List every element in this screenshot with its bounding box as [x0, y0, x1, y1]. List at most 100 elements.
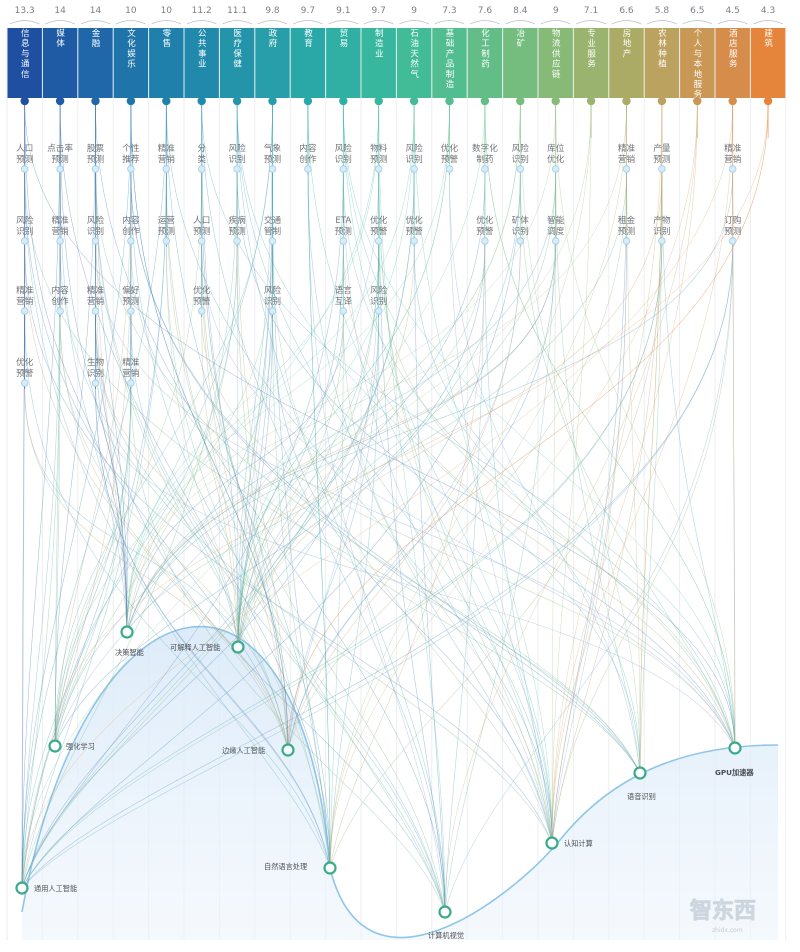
connection-link: [54, 244, 238, 747]
technology-node: [728, 741, 742, 755]
score-brace: [186, 20, 217, 25]
score-brace: [222, 20, 252, 25]
industry-node: [763, 96, 773, 106]
technology: 通用人工智能: [15, 881, 77, 895]
industry-column: 14 媒体: [42, 6, 78, 106]
use-case-node: [162, 237, 170, 245]
curve-fill: [22, 626, 778, 940]
use-case-label: 租金: [618, 214, 636, 226]
industry-column: 4.3 建筑: [750, 6, 786, 106]
industry-score: 4.3: [761, 6, 775, 16]
connection-link: [237, 172, 486, 648]
use-case-label: 物料: [370, 142, 388, 154]
technology-node: [438, 905, 452, 919]
connection-link: [95, 172, 641, 774]
connection-link: [130, 314, 239, 648]
connection-link: [444, 172, 556, 913]
industry-column: 13.3 信息与通信: [7, 6, 42, 106]
connection-link: [126, 244, 556, 633]
use-case-node: [233, 237, 241, 245]
connection-link: [329, 244, 663, 869]
watermark-text: 智东西: [690, 898, 756, 924]
connection-link: [237, 103, 450, 648]
connection-link: [413, 103, 553, 844]
connection-link: [343, 172, 736, 749]
connection-link: [329, 103, 592, 869]
connection-link: [21, 244, 61, 889]
connection-link: [166, 172, 239, 648]
use-case-label: 疾病: [228, 214, 246, 226]
use-case-label: 预测: [158, 226, 175, 237]
use-case-label: 营销: [51, 225, 69, 237]
use-case-label: 预测: [193, 226, 210, 237]
connection-link: [287, 172, 627, 751]
use-case-label: 语言: [335, 284, 353, 296]
connection-link: [126, 244, 486, 633]
connection-link: [59, 314, 289, 751]
use-case-node: [197, 165, 206, 173]
connection-link: [237, 103, 450, 648]
use-case-label: 调度: [547, 225, 565, 237]
use-case-node: [339, 237, 347, 245]
connection-link: [21, 244, 379, 889]
connection-link: [95, 103, 128, 633]
use-case-stems: [24, 105, 769, 389]
use-case-node: [516, 165, 524, 173]
use-case-node: [162, 165, 170, 173]
use-case-label: 智能: [547, 214, 565, 226]
connection-link: [126, 172, 627, 633]
industry-name: 个人与本地服务: [694, 29, 703, 100]
use-case-label: 个性: [122, 142, 140, 154]
watermark-subtext: zhidx.com: [712, 927, 743, 934]
use-case-node: [21, 307, 29, 315]
connection-link: [413, 172, 446, 913]
use-case-label: 风险: [264, 284, 282, 296]
connection-link: [236, 172, 289, 751]
use-case-label: 内容: [122, 214, 140, 226]
connection-link: [236, 244, 239, 648]
connection-link: [444, 244, 733, 913]
use-case-label: 分: [197, 143, 206, 154]
connection-link: [24, 244, 289, 751]
connection-link: [378, 172, 553, 844]
connection-link: [21, 244, 132, 889]
use-case-label: 预测: [87, 154, 104, 165]
use-case-label: 识别: [264, 296, 281, 307]
score-brace: [434, 20, 465, 25]
connection-link: [287, 103, 769, 751]
industry-node: [445, 96, 454, 106]
industry-name: 医疗保健: [233, 29, 242, 70]
technology-node: [633, 766, 647, 780]
use-case-label: 创作: [299, 153, 317, 165]
technology-label: 自然语言处理: [264, 862, 307, 871]
watermark: 智东西 zhidx.com: [690, 898, 757, 934]
connection-link: [307, 103, 331, 869]
use-case-label: 识别: [370, 296, 387, 307]
connection-link: [24, 314, 331, 869]
connection-link: [236, 103, 641, 774]
industry-column: 10 零售: [149, 6, 184, 106]
score-brace: [682, 20, 713, 25]
connection-link: [21, 244, 733, 889]
industry-score: 4.5: [726, 6, 740, 16]
technology-curve: [21, 625, 779, 939]
connection-link: [201, 244, 736, 749]
connection-link: [626, 103, 641, 774]
score-brace: [45, 20, 75, 25]
connection-link: [201, 244, 289, 751]
use-case-node: [445, 165, 454, 173]
industry-name: 政府: [269, 28, 278, 49]
technology-node: [323, 861, 337, 875]
industry-node: [586, 96, 596, 106]
use-case-label: 精准: [724, 142, 742, 154]
connection-link: [166, 172, 446, 913]
use-case-label: 运营: [158, 214, 176, 226]
connection-link: [378, 172, 446, 913]
